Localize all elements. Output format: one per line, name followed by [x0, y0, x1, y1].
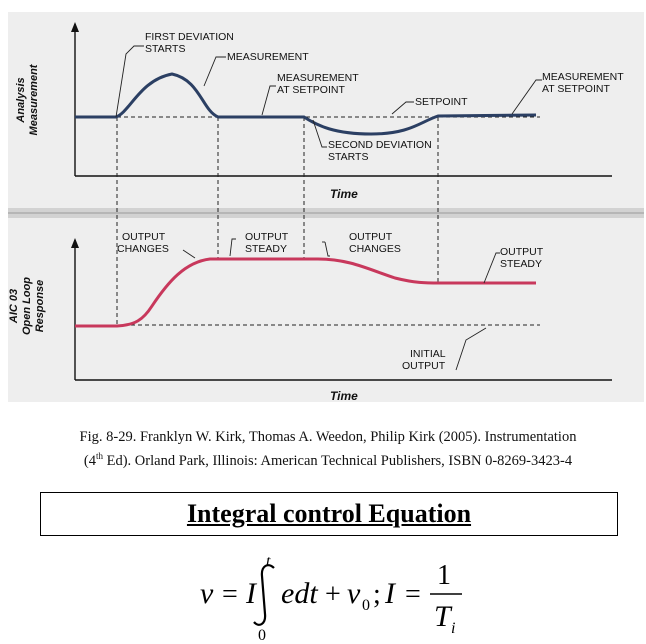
bottom-leader-lines: [182, 238, 500, 371]
bottom-y-axis-label-line2: Open Loop: [21, 277, 33, 335]
caption-line-2: (4th Ed). Orland Park, Illinois: America…: [18, 447, 638, 471]
output-steady-label-2a: OUTPUT: [500, 246, 544, 258]
control-response-figure: Time Time Analysis Measurement AIC 03 Op…: [8, 12, 644, 403]
output-changes-label-1a: OUTPUT: [122, 231, 166, 243]
top-leader-lines: [115, 45, 542, 148]
integral-lower-limit: 0: [258, 627, 266, 644]
eq-denominator-subscript: i: [451, 620, 455, 637]
measurement-at-setpoint-label-2a: MEASUREMENT: [542, 71, 624, 83]
setpoint-label: SETPOINT: [415, 96, 468, 108]
measurement-at-setpoint-label-1a: MEASUREMENT: [277, 72, 359, 84]
measurement-at-setpoint-label-1b: AT SETPOINT: [277, 84, 345, 96]
figure-caption: Fig. 8-29. Franklyn W. Kirk, Thomas A. W…: [18, 428, 638, 471]
eq-plus: +: [325, 579, 341, 610]
integral-upper-limit: t: [266, 553, 271, 570]
second-deviation-label-1: SECOND DEVIATION: [328, 139, 432, 151]
caption-superscript: th: [95, 451, 103, 461]
measurement-label: MEASUREMENT: [227, 51, 309, 63]
bottom-axes: [71, 238, 612, 381]
initial-output-label-2: OUTPUT: [402, 360, 446, 372]
output-changes-label-2b: CHANGES: [349, 243, 401, 255]
output-steady-label-2b: STEADY: [500, 258, 542, 270]
top-x-axis-label: Time: [330, 187, 358, 201]
output-changes-label-1b: CHANGES: [117, 243, 169, 255]
output-steady-label-1b: STEADY: [245, 243, 287, 255]
first-deviation-label-1: FIRST DEVIATION: [145, 31, 234, 43]
eq-integrand: edt: [281, 577, 318, 610]
integral-equation: v = I t 0 edt + v 0 ; I = 1 T i: [200, 553, 462, 644]
bottom-y-axis-label-line1: AIC 03: [8, 289, 20, 324]
eq-v0-subscript: 0: [362, 597, 370, 614]
output-curve: [75, 257, 536, 328]
output-changes-label-2a: OUTPUT: [349, 231, 393, 243]
bottom-x-axis-label: Time: [330, 389, 358, 403]
caption-line-2-start: (4: [83, 452, 96, 469]
eq-equals-2: =: [405, 579, 421, 610]
equation-heading-box: Integral control Equation: [40, 492, 618, 536]
second-deviation-label-2: STARTS: [328, 151, 368, 163]
equation-heading: Integral control Equation: [186, 499, 472, 528]
first-deviation-label-2: STARTS: [145, 43, 185, 55]
initial-output-label-1: INITIAL: [410, 348, 446, 360]
measurement-at-setpoint-label-2b: AT SETPOINT: [542, 83, 610, 95]
eq-I-2: I: [384, 577, 397, 610]
eq-numerator: 1: [437, 560, 451, 591]
eq-I: I: [245, 577, 258, 610]
eq-v: v: [200, 577, 214, 610]
top-axes: [71, 22, 612, 177]
integral-sign: [253, 564, 275, 626]
measurement-curve: [75, 72, 537, 136]
eq-denominator: T: [434, 600, 453, 633]
top-panel-background: [8, 12, 644, 208]
eq-v0: v: [347, 577, 361, 610]
eq-equals-1: =: [222, 579, 238, 610]
bottom-y-axis-label-line3: Response: [34, 280, 46, 333]
caption-line-1: Fig. 8-29. Franklyn W. Kirk, Thomas A. W…: [79, 429, 577, 445]
caption-line-2-end: Ed). Orland Park, Illinois: American Tec…: [103, 452, 573, 469]
eq-semicolon: ;: [373, 579, 381, 610]
top-y-axis-label-line1: Analysis: [15, 77, 27, 123]
top-y-axis-label-line2: Measurement: [28, 63, 40, 135]
output-steady-label-1a: OUTPUT: [245, 231, 289, 243]
